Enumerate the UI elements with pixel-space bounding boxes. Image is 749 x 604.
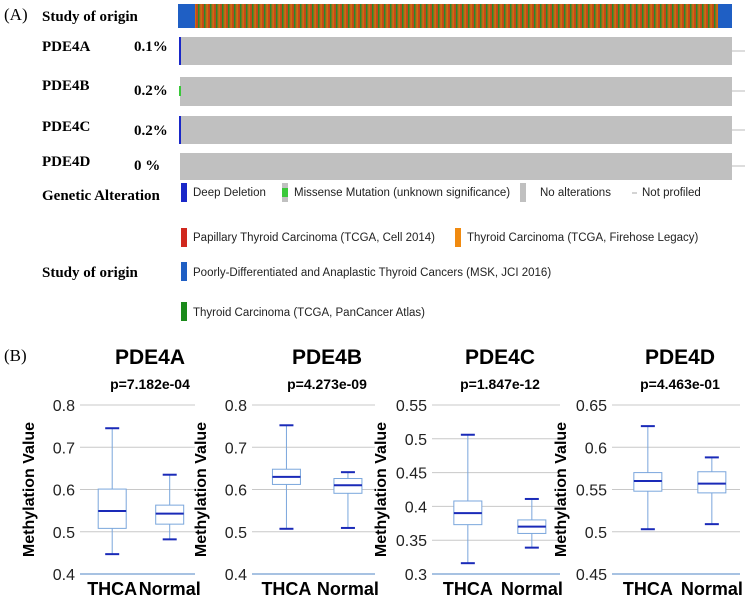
y-tick-label: 0.55 [576, 483, 607, 500]
gene-pct: 0.1% [134, 39, 168, 55]
panel-label: (B) [4, 346, 27, 365]
x-tick-label: THCA [261, 579, 311, 599]
y-tick-label: 0.5 [53, 525, 75, 542]
gene-track [180, 153, 732, 180]
y-axis-label: Methylation Value [553, 422, 570, 557]
y-tick-label: 0.7 [53, 440, 75, 457]
panel-label: (A) [4, 5, 28, 24]
study-bar [178, 4, 732, 28]
legend-label: Not profiled [642, 187, 701, 199]
panel-a: (A) Study of origin PDE4A 0.1% PDE4B 0.2… [4, 4, 745, 321]
chart-title: PDE4D [645, 346, 715, 369]
legend-label: Missense Mutation (unknown significance) [294, 187, 510, 199]
legend-label: Thyroid Carcinoma (TCGA, PanCancer Atlas… [193, 307, 425, 319]
p-value: p=7.182e-04 [110, 376, 190, 392]
legend-label: Thyroid Carcinoma (TCGA, Firehose Legacy… [467, 232, 699, 244]
gene-pct: 0.2% [134, 83, 168, 99]
y-tick-label: 0.45 [576, 567, 607, 584]
study-bar-end [178, 4, 195, 28]
legend-swatch [181, 183, 187, 202]
legend-label: Poorly-Differentiated and Anaplastic Thy… [193, 267, 551, 279]
p-value: p=4.273e-09 [287, 376, 367, 392]
y-tick-label: 0.4 [53, 567, 75, 584]
alteration [179, 37, 181, 65]
legend-swatch [181, 228, 187, 247]
p-value: p=4.463e-01 [640, 376, 720, 392]
gene-pct: 0.2% [134, 123, 168, 139]
y-tick-label: 0.65 [576, 398, 607, 415]
y-tick-label: 0.8 [225, 398, 247, 415]
chart-title: PDE4B [292, 346, 362, 369]
y-tick-label: 0.5 [405, 432, 427, 449]
y-tick-label: 0.5 [225, 525, 247, 542]
gene-label: PDE4C [42, 119, 90, 135]
y-tick-label: 0.4 [405, 499, 427, 516]
x-tick-label: Normal [501, 579, 563, 599]
study-title: Study of origin [42, 9, 139, 25]
legend-swatch [520, 183, 526, 202]
legend-swatch [282, 188, 288, 197]
box [155, 504, 185, 525]
p-value: p=1.847e-12 [460, 376, 540, 392]
x-tick-label: THCA [87, 579, 137, 599]
alteration [179, 86, 181, 96]
legend-swatch [455, 228, 461, 247]
legend-label: Papillary Thyroid Carcinoma (TCGA, Cell … [193, 232, 435, 244]
y-tick-label: 0.35 [396, 533, 427, 550]
legend-title: Genetic Alteration [42, 188, 161, 204]
y-tick-label: 0.6 [585, 440, 607, 457]
y-tick-label: 0.5 [585, 525, 607, 542]
x-tick-label: Normal [317, 579, 379, 599]
legend-swatch [181, 302, 187, 321]
gene-label: PDE4D [42, 154, 91, 170]
legend-label: No alterations [540, 187, 611, 199]
legend-title: Study of origin [42, 265, 139, 281]
y-tick-label: 0.55 [396, 398, 427, 415]
chart-title: PDE4A [115, 346, 185, 369]
gene-track [180, 37, 732, 65]
y-tick-label: 0.7 [225, 440, 247, 457]
x-tick-label: Normal [139, 579, 201, 599]
y-tick-label: 0.8 [53, 398, 75, 415]
gene-track [180, 116, 732, 144]
legend-label: Deep Deletion [193, 187, 266, 199]
gene-pct: 0 % [134, 158, 160, 174]
y-axis-label: Methylation Value [193, 422, 210, 557]
legend-swatch [181, 262, 187, 281]
box [97, 488, 127, 529]
gene-label: PDE4B [42, 78, 90, 94]
y-tick-label: 0.3 [405, 567, 427, 584]
x-tick-label: Normal [681, 579, 743, 599]
y-tick-label: 0.4 [225, 567, 247, 584]
alteration [179, 116, 181, 144]
y-tick-label: 0.45 [396, 466, 427, 483]
study-bar-end [718, 4, 732, 28]
box [697, 471, 727, 494]
gene-track [180, 77, 732, 106]
x-tick-label: THCA [623, 579, 673, 599]
y-axis-label: Methylation Value [373, 422, 390, 557]
chart-title: PDE4C [465, 346, 535, 369]
x-tick-label: THCA [443, 579, 493, 599]
y-axis-label: Methylation Value [21, 422, 38, 557]
y-tick-label: 0.6 [225, 483, 247, 500]
gene-label: PDE4A [42, 39, 91, 55]
y-tick-label: 0.6 [53, 483, 75, 500]
